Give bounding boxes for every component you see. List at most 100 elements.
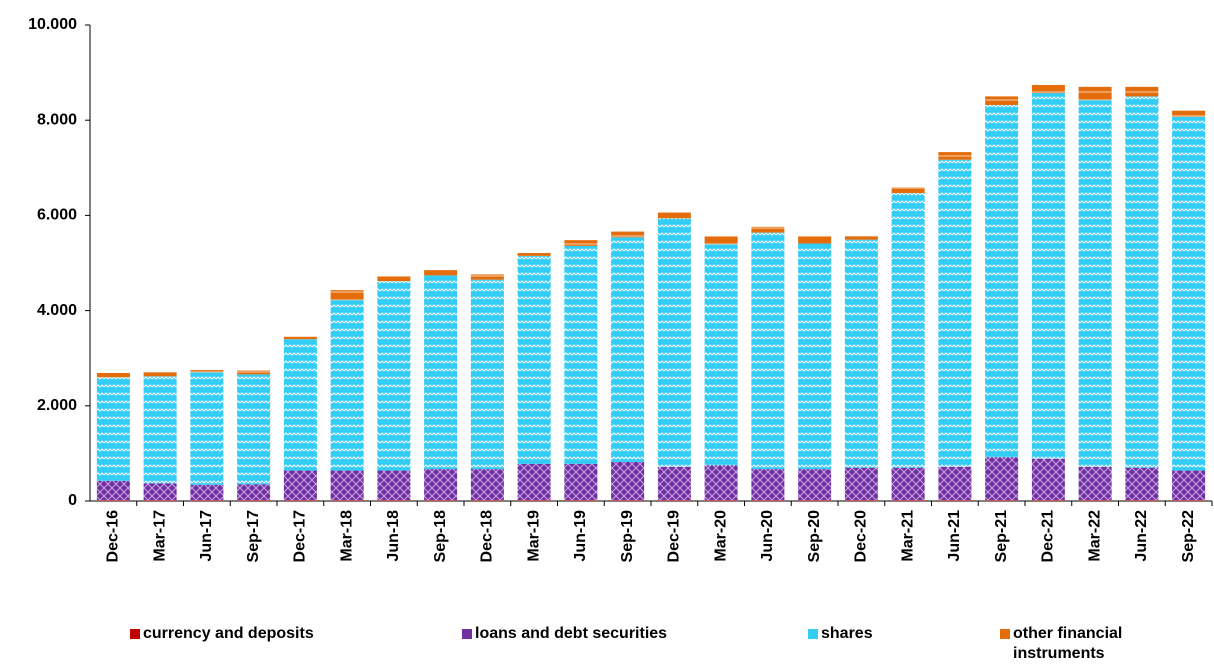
x-tick-label: Dec-19: [666, 510, 683, 563]
x-tick-label: Mar-20: [712, 510, 729, 562]
x-tick-label: Mar-22: [1086, 510, 1103, 562]
bar-segment: [844, 235, 878, 240]
bar-segment: [938, 466, 972, 501]
bar-segment: [330, 500, 364, 501]
legend-item: loans and debt securities: [462, 624, 667, 644]
bar-segment: [891, 193, 925, 468]
bar-segment: [424, 469, 458, 501]
y-tick-label: 4.000: [37, 302, 77, 319]
bar-segment: [1078, 86, 1112, 101]
bar-segment: [704, 244, 738, 466]
x-tick-label: Dec-16: [105, 510, 122, 563]
bar-segment: [237, 370, 271, 375]
bar-segment: [517, 463, 551, 501]
x-tick-label: Mar-17: [151, 510, 168, 562]
bar-segment: [517, 255, 551, 464]
legend-swatch: [808, 629, 818, 639]
legend-swatch: [1000, 629, 1010, 639]
bar-segment: [470, 274, 504, 280]
legend-item: shares: [808, 624, 873, 644]
bar-segment: [798, 243, 832, 470]
x-tick-label: Sep-22: [1180, 510, 1197, 563]
bar-segment: [377, 500, 411, 501]
y-tick-label: 8.000: [37, 111, 77, 128]
legend-label: other financial instruments: [1013, 625, 1123, 662]
bar-segment: [985, 96, 1019, 105]
bar-segment: [798, 236, 832, 244]
bar-segment: [424, 500, 458, 501]
y-tick-label: 10.000: [28, 16, 77, 33]
bar-segment: [611, 461, 645, 501]
y-tick-label: 0: [68, 492, 77, 509]
bar-segment: [330, 470, 364, 501]
bar-segment: [470, 500, 504, 501]
legend-item: other financial instruments: [1000, 624, 1170, 664]
bar-segment: [611, 231, 645, 238]
bar-segment: [657, 500, 691, 501]
bar-segment: [96, 481, 130, 501]
x-tick-label: Mar-18: [338, 510, 355, 562]
x-tick-label: Sep-17: [245, 510, 262, 563]
bar-segment: [704, 236, 738, 245]
bar-segment: [377, 281, 411, 471]
x-tick-label: Dec-17: [292, 510, 309, 563]
x-tick-label: Jun-18: [385, 510, 402, 562]
bar-segment: [564, 245, 598, 464]
bar-segment: [143, 500, 177, 501]
x-tick-label: Dec-21: [1040, 510, 1057, 563]
x-tick-label: Jun-17: [198, 510, 215, 562]
bar-segment: [143, 483, 177, 501]
bar-segment: [237, 374, 271, 485]
bar-segment: [751, 469, 785, 501]
x-tick-label: Mar-19: [525, 510, 542, 562]
x-tick-label: Sep-20: [806, 510, 823, 563]
bar-segment: [985, 457, 1019, 501]
bar-segment: [1078, 500, 1112, 501]
x-tick-label: Sep-21: [993, 510, 1010, 563]
bar-segment: [891, 187, 925, 194]
x-tick-label: Jun-20: [759, 510, 776, 562]
bar-segment: [938, 159, 972, 467]
bar-segment: [470, 469, 504, 501]
bar-segment: [517, 500, 551, 501]
legend-label: loans and debt securities: [475, 625, 668, 642]
bar-segment: [470, 279, 504, 470]
bar-segment: [938, 152, 972, 160]
bar-segment: [891, 500, 925, 501]
bar-segment: [611, 237, 645, 462]
bar-segment: [938, 500, 972, 501]
bar-segment: [1031, 500, 1065, 501]
bar-segment: [844, 500, 878, 501]
bar-segment: [190, 370, 224, 373]
bar-segment: [283, 500, 317, 501]
bar-segment: [985, 500, 1019, 501]
bar-segment: [564, 500, 598, 501]
legend-swatch: [130, 629, 140, 639]
bar-segment: [798, 469, 832, 501]
bar-segment: [237, 484, 271, 501]
bar-segment: [1172, 110, 1206, 117]
bar-segment: [1031, 84, 1065, 94]
bar-segment: [751, 232, 785, 470]
bar-segment: [657, 218, 691, 467]
bar-segment: [237, 500, 271, 501]
bar-segment: [143, 376, 177, 484]
x-tick-label: Sep-18: [432, 510, 449, 563]
bar-segment: [844, 239, 878, 468]
y-tick-label: 6.000: [37, 207, 77, 224]
bar-segment: [657, 212, 691, 219]
x-tick-label: Jun-22: [1133, 510, 1150, 562]
bar-segment: [96, 500, 130, 501]
bar-segment: [283, 339, 317, 471]
x-tick-label: Jun-19: [572, 510, 589, 562]
bar-segment: [190, 484, 224, 501]
x-tick-label: Dec-18: [479, 510, 496, 563]
bar-segment: [1125, 467, 1159, 501]
bar-segment: [96, 372, 130, 378]
x-tick-label: Dec-20: [853, 510, 870, 563]
bar-segment: [1172, 116, 1206, 471]
bar-segment: [377, 470, 411, 501]
bar-segment: [283, 336, 317, 340]
bar-segment: [96, 377, 130, 482]
